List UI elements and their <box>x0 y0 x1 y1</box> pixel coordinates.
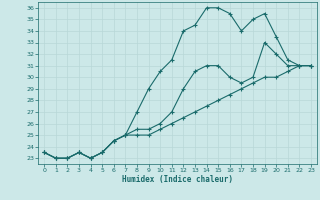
X-axis label: Humidex (Indice chaleur): Humidex (Indice chaleur) <box>122 175 233 184</box>
